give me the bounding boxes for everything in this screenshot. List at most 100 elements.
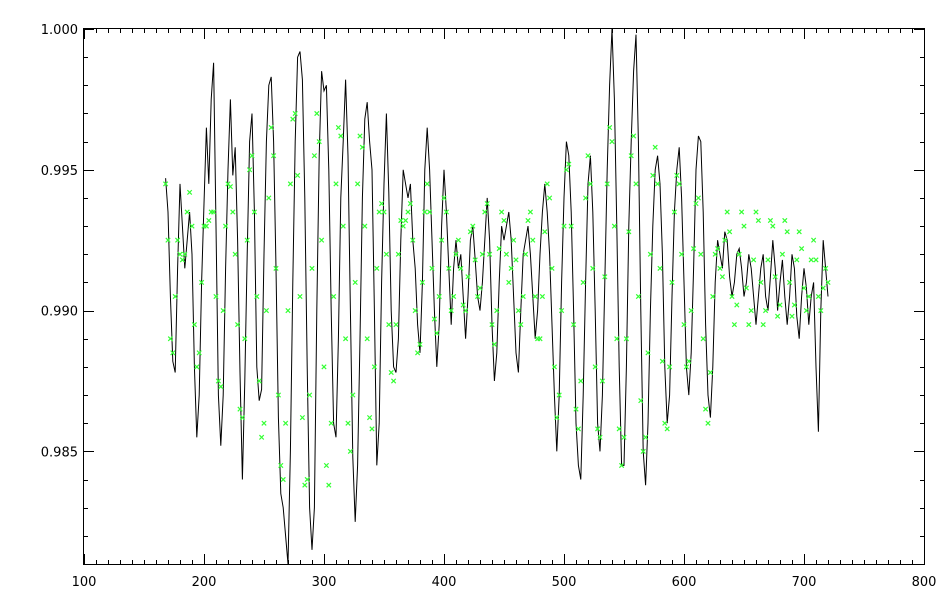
- data-point-marker: [316, 139, 322, 145]
- data-point-marker: [654, 181, 661, 187]
- data-point-marker: [357, 133, 363, 139]
- x-tick-label: 200: [192, 575, 217, 590]
- data-point-marker: [520, 293, 526, 300]
- data-point-marker: [688, 307, 694, 314]
- data-point-marker: [779, 251, 786, 257]
- data-point-marker: [532, 293, 538, 300]
- data-point-marker: [366, 414, 373, 421]
- data-point-marker: [362, 223, 368, 229]
- data-point-marker: [750, 257, 757, 263]
- data-point-marker: [194, 364, 200, 370]
- data-point-marker: [645, 350, 651, 356]
- data-point-marker: [755, 217, 762, 224]
- x-tick-label: 700: [792, 575, 817, 590]
- x-tick-label: 300: [312, 575, 337, 590]
- data-point-marker: [400, 223, 406, 229]
- data-point-marker: [582, 195, 589, 201]
- data-point-marker: [731, 322, 738, 328]
- data-point-marker: [734, 302, 740, 308]
- data-point-marker: [335, 124, 342, 131]
- data-point-marker: [196, 350, 202, 356]
- data-point-marker: [398, 217, 404, 224]
- data-point-marker: [299, 414, 306, 421]
- data-point-marker: [690, 246, 697, 252]
- data-point-marker: [282, 420, 289, 426]
- data-point-marker: [263, 307, 270, 314]
- data-point-marker: [762, 307, 769, 314]
- data-point-marker: [616, 426, 622, 432]
- data-point-marker: [345, 420, 351, 426]
- data-point-marker: [719, 274, 726, 280]
- data-point-marker: [513, 257, 519, 263]
- data-point-marker: [388, 369, 394, 376]
- data-point-marker: [494, 307, 500, 314]
- data-point-marker: [318, 237, 325, 243]
- data-point-marker: [266, 195, 272, 201]
- data-point-marker: [825, 279, 831, 286]
- axis-ticks: [84, 29, 925, 564]
- data-point-marker: [184, 209, 190, 215]
- data-point-marker: [798, 246, 805, 252]
- data-point-marker: [486, 251, 493, 257]
- data-point-marker: [364, 336, 370, 342]
- x-tick-label: 100: [72, 575, 97, 590]
- data-point-marker: [273, 265, 279, 271]
- data-point-marker: [717, 265, 723, 271]
- data-point-marker: [606, 124, 613, 131]
- data-point-marker: [479, 251, 486, 257]
- data-point-marker: [765, 257, 771, 263]
- data-point-marker: [470, 223, 476, 229]
- data-point-marker: [566, 161, 572, 167]
- data-point-marker: [592, 364, 598, 370]
- data-point-marker: [693, 200, 699, 207]
- data-point-marker: [350, 392, 356, 398]
- data-point-marker: [818, 307, 824, 314]
- data-point-marker: [810, 237, 817, 243]
- data-point-marker: [206, 217, 212, 224]
- data-point-marker: [234, 322, 241, 328]
- data-point-marker: [806, 293, 812, 300]
- data-point-marker: [287, 181, 294, 187]
- data-point-marker: [628, 153, 634, 159]
- data-point-marker: [630, 133, 637, 139]
- data-point-marker: [614, 336, 620, 342]
- data-point-marker: [657, 265, 663, 271]
- data-point-marker: [518, 322, 524, 328]
- data-point-marker: [676, 181, 682, 187]
- data-point-marker: [426, 209, 433, 215]
- data-point-marker: [729, 293, 735, 300]
- data-point-marker: [558, 307, 565, 314]
- data-point-marker: [407, 200, 414, 207]
- data-point-marker: [575, 426, 582, 432]
- data-point-marker: [174, 237, 181, 243]
- data-point-marker: [587, 181, 594, 187]
- data-point-marker: [770, 223, 776, 229]
- data-point-marker: [609, 139, 615, 145]
- data-point-marker: [686, 358, 692, 364]
- data-point-marker: [429, 265, 435, 271]
- data-point-marker: [330, 293, 337, 300]
- data-point-marker: [323, 462, 330, 469]
- data-point-marker: [458, 265, 464, 271]
- data-point-marker: [422, 209, 428, 215]
- data-point-marker: [338, 133, 344, 139]
- data-point-marker: [527, 209, 534, 215]
- data-point-marker: [280, 476, 286, 483]
- data-point-marker: [306, 392, 313, 398]
- y-tick-label: 0.985: [41, 445, 78, 460]
- data-point-marker: [448, 307, 454, 314]
- data-point-marker: [741, 223, 747, 229]
- data-point-marker: [714, 246, 721, 252]
- data-point-marker: [774, 313, 781, 319]
- data-point-marker: [554, 414, 560, 421]
- data-point-marker: [813, 257, 819, 263]
- data-point-marker: [342, 336, 349, 342]
- data-point-marker: [182, 251, 188, 257]
- data-point-marker: [724, 209, 730, 215]
- data-point-marker: [597, 434, 603, 440]
- data-point-marker: [294, 172, 301, 179]
- data-point-marker: [539, 293, 546, 300]
- data-point-marker: [784, 229, 790, 235]
